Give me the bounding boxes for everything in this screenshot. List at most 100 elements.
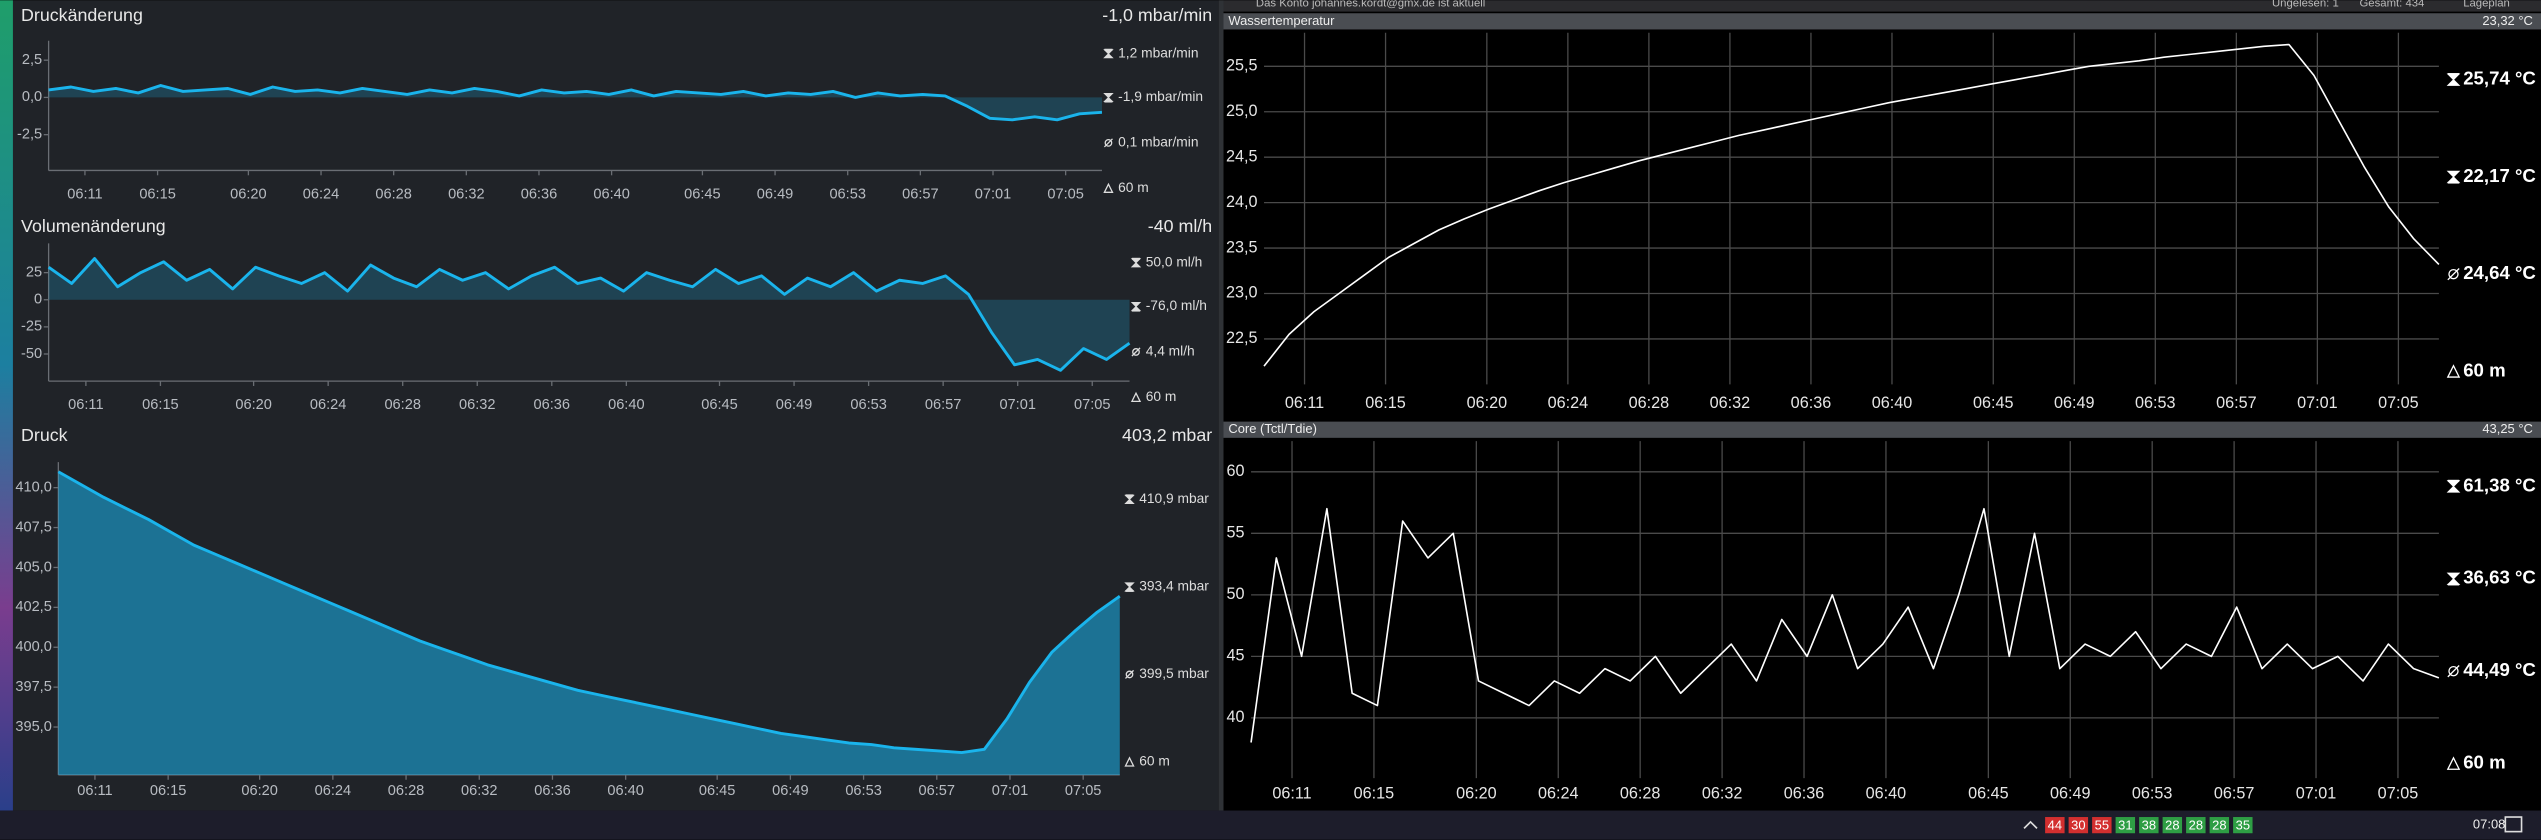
y-tick-label: 25,0 bbox=[1226, 102, 1258, 120]
y-tick-label: -50 bbox=[21, 346, 42, 362]
y-tick-label: 2,5 bbox=[22, 52, 42, 68]
x-tick-label: 06:53 bbox=[2132, 785, 2173, 803]
x-tick-label: 06:36 bbox=[1784, 785, 1825, 803]
divider bbox=[1218, 0, 1224, 811]
y-tick-label: 45 bbox=[1227, 647, 1245, 665]
stat-label: 25,74 °C bbox=[2463, 68, 2536, 89]
x-tick-label: 06:20 bbox=[235, 397, 271, 413]
avg-icon bbox=[1132, 348, 1140, 356]
y-tick-label: 397,5 bbox=[15, 679, 51, 695]
stat-label: -1,9 mbar/min bbox=[1118, 89, 1203, 104]
stat-label: 24,64 °C bbox=[2463, 262, 2536, 283]
x-tick-label: 06:15 bbox=[139, 187, 175, 203]
y-tick-label: 405,0 bbox=[15, 559, 51, 575]
avg-icon bbox=[2448, 268, 2459, 280]
avg-icon-slash bbox=[1103, 138, 1113, 148]
x-tick-label: 06:45 bbox=[699, 783, 735, 799]
stat-label: 60 m bbox=[1139, 754, 1170, 769]
x-tick-label: 06:15 bbox=[150, 783, 186, 799]
y-tick-label: 25,5 bbox=[1226, 57, 1258, 75]
y-tick-label: -25 bbox=[21, 319, 42, 335]
x-tick-label: 06:36 bbox=[534, 397, 570, 413]
tray-icon[interactable] bbox=[2233, 817, 2253, 834]
stat-label: -76,0 ml/h bbox=[1146, 298, 1207, 313]
x-tick-label: 06:57 bbox=[2216, 394, 2257, 412]
plan[interactable]: Lageplan bbox=[2463, 0, 2510, 10]
x-tick-label: 06:11 bbox=[68, 397, 103, 413]
y-tick-label: 407,5 bbox=[15, 519, 51, 535]
tray-label: 28 bbox=[2212, 817, 2226, 832]
x-tick-label: 06:20 bbox=[241, 783, 277, 799]
tray-icon[interactable] bbox=[2068, 817, 2089, 834]
chart-title: Druckänderung bbox=[21, 5, 143, 25]
chart-header bbox=[1223, 421, 2541, 438]
avg-icon bbox=[1125, 670, 1134, 679]
tray-icon[interactable] bbox=[2186, 817, 2206, 834]
tray-icon[interactable] bbox=[2162, 817, 2183, 834]
x-tick-label: 06:24 bbox=[310, 397, 346, 413]
chart-title: Volumenänderung bbox=[21, 216, 166, 236]
x-tick-label: 06:24 bbox=[1538, 785, 1579, 803]
chart-title: Wassertemperatur bbox=[1228, 13, 1335, 28]
clock[interactable]: 07:08 bbox=[2473, 817, 2505, 832]
stat-label: 36,63 °C bbox=[2463, 567, 2536, 588]
x-tick-label: 06:36 bbox=[534, 783, 570, 799]
tray-icon[interactable] bbox=[2139, 817, 2159, 834]
x-tick-label: 06:45 bbox=[1968, 785, 2009, 803]
tray-icon[interactable] bbox=[2115, 817, 2136, 834]
y-tick-label: 24,5 bbox=[1226, 147, 1258, 165]
tray-label: 28 bbox=[2189, 817, 2203, 832]
total[interactable]: Gesamt: 434 bbox=[2359, 0, 2424, 10]
x-tick-label: 06:53 bbox=[2135, 394, 2176, 412]
y-tick-label: 402,5 bbox=[15, 599, 51, 615]
x-tick-label: 06:40 bbox=[1866, 785, 1907, 803]
x-tick-label: 06:40 bbox=[1872, 394, 1913, 412]
stat-label: 44,49 °C bbox=[2463, 659, 2536, 680]
stat-label: 60 m bbox=[1118, 180, 1149, 195]
x-tick-label: 07:01 bbox=[2296, 785, 2337, 803]
tray-icon[interactable] bbox=[2045, 817, 2065, 834]
x-tick-label: 06:20 bbox=[230, 187, 266, 203]
stat-label: 61,38 °C bbox=[2463, 474, 2536, 495]
x-tick-label: 06:49 bbox=[757, 187, 793, 203]
x-tick-label: 06:11 bbox=[67, 187, 102, 203]
x-tick-label: 06:32 bbox=[459, 397, 495, 413]
chart-title: Core (Tctl/Tdie) bbox=[1228, 421, 1317, 436]
x-tick-label: 06:32 bbox=[461, 783, 497, 799]
x-tick-label: 06:53 bbox=[845, 783, 881, 799]
avg-icon-slash bbox=[1131, 347, 1141, 357]
y-tick-label: 23,0 bbox=[1226, 284, 1258, 302]
x-tick-label: 06:57 bbox=[2214, 785, 2255, 803]
avg-icon-slash bbox=[2447, 268, 2460, 281]
stat-label: 22,17 °C bbox=[2463, 165, 2536, 186]
x-tick-label: 06:24 bbox=[1548, 394, 1589, 412]
x-tick-label: 06:49 bbox=[2054, 394, 2095, 412]
avg-icon-slash bbox=[1125, 669, 1135, 679]
x-tick-label: 06:11 bbox=[77, 783, 112, 799]
y-tick-label: 395,0 bbox=[15, 719, 51, 735]
chart-value: -40 ml/h bbox=[1148, 216, 1212, 236]
tray-expand[interactable] bbox=[2023, 820, 2038, 829]
x-tick-label: 06:53 bbox=[829, 187, 865, 203]
area bbox=[48, 258, 1130, 371]
y-tick-label: -2,5 bbox=[17, 127, 42, 143]
x-tick-label: 06:11 bbox=[1272, 785, 1311, 803]
notification-icon[interactable] bbox=[2504, 816, 2523, 833]
tray-icon[interactable] bbox=[2092, 817, 2112, 834]
x-tick-label: 06:45 bbox=[1973, 394, 2014, 412]
x-tick-label: 07:01 bbox=[2297, 394, 2338, 412]
x-tick-label: 06:24 bbox=[315, 783, 351, 799]
tray-icon[interactable] bbox=[2209, 817, 2230, 834]
tray-label: 31 bbox=[2118, 817, 2132, 832]
x-tick-label: 06:53 bbox=[850, 397, 886, 413]
line bbox=[1250, 507, 2440, 743]
x-tick-label: 06:15 bbox=[1365, 394, 1406, 412]
stat-label: 410,9 mbar bbox=[1139, 491, 1209, 506]
chart-title: Druck bbox=[21, 425, 68, 445]
x-tick-label: 06:57 bbox=[902, 187, 938, 203]
x-tick-label: 06:24 bbox=[303, 187, 339, 203]
taskbar bbox=[0, 810, 2541, 840]
unread[interactable]: Ungelesen: 1 bbox=[2272, 0, 2339, 10]
x-tick-label: 06:20 bbox=[1456, 785, 1497, 803]
